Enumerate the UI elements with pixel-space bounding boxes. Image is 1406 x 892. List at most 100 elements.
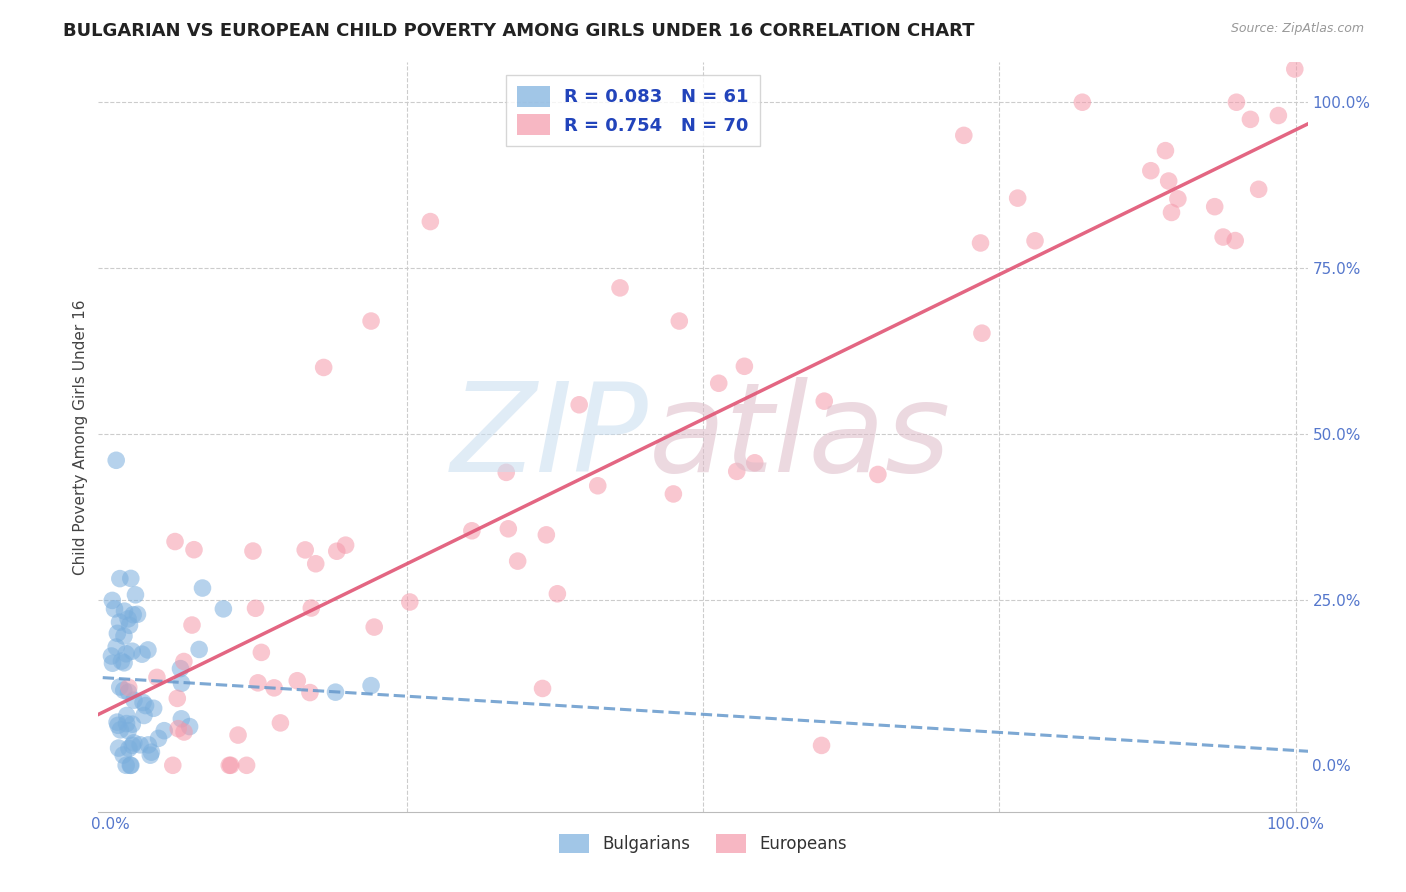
Point xyxy=(117,612,139,626)
Point xyxy=(138,738,160,752)
Point xyxy=(136,643,159,657)
Point xyxy=(1284,62,1306,76)
Point xyxy=(153,723,176,738)
Point xyxy=(285,673,308,688)
Point xyxy=(146,670,169,684)
Point xyxy=(117,685,139,699)
Point xyxy=(108,680,131,694)
Point xyxy=(1071,95,1094,110)
Point xyxy=(110,723,132,737)
Point xyxy=(263,681,285,695)
Point xyxy=(226,728,249,742)
Point xyxy=(169,662,191,676)
Text: Source: ZipAtlas.com: Source: ZipAtlas.com xyxy=(1230,22,1364,36)
Point xyxy=(269,715,291,730)
Point xyxy=(107,741,129,756)
Point xyxy=(1267,109,1289,123)
Point xyxy=(122,736,145,750)
Point xyxy=(506,554,529,568)
Point xyxy=(246,676,269,690)
Point xyxy=(744,456,766,470)
Point xyxy=(1239,112,1261,127)
Point xyxy=(1225,95,1247,110)
Point xyxy=(100,648,122,663)
Point xyxy=(419,214,441,228)
Point xyxy=(1247,182,1270,196)
Point xyxy=(360,314,382,328)
Point xyxy=(112,656,135,670)
Point xyxy=(107,718,129,732)
Point xyxy=(183,542,205,557)
Point xyxy=(117,723,139,738)
Point xyxy=(662,487,685,501)
Point xyxy=(101,657,124,671)
Point xyxy=(166,691,188,706)
Point xyxy=(118,618,141,632)
Point xyxy=(148,731,170,746)
Point xyxy=(668,314,690,328)
Y-axis label: Child Poverty Among Girls Under 16: Child Poverty Among Girls Under 16 xyxy=(73,300,89,574)
Point xyxy=(121,717,143,731)
Point xyxy=(1140,163,1163,178)
Point xyxy=(461,524,484,538)
Point xyxy=(707,376,730,391)
Point xyxy=(733,359,755,374)
Point xyxy=(218,758,240,772)
Point xyxy=(498,522,520,536)
Point xyxy=(970,326,993,341)
Point xyxy=(121,644,143,658)
Point xyxy=(952,128,974,143)
Point xyxy=(173,725,195,739)
Point xyxy=(1024,234,1046,248)
Point xyxy=(398,595,420,609)
Point xyxy=(115,647,138,661)
Point xyxy=(118,741,141,756)
Point xyxy=(132,696,155,710)
Point xyxy=(609,281,631,295)
Point xyxy=(105,715,128,730)
Point xyxy=(132,708,155,723)
Point xyxy=(170,712,193,726)
Point xyxy=(1154,144,1177,158)
Point xyxy=(120,758,142,772)
Point xyxy=(139,748,162,763)
Point xyxy=(1167,192,1189,206)
Point xyxy=(142,701,165,715)
Point xyxy=(173,655,195,669)
Point xyxy=(531,681,554,696)
Point xyxy=(363,620,385,634)
Point xyxy=(294,542,316,557)
Point xyxy=(115,716,138,731)
Text: atlas: atlas xyxy=(648,376,950,498)
Point xyxy=(112,683,135,698)
Point xyxy=(1007,191,1029,205)
Point xyxy=(112,747,135,762)
Point xyxy=(360,679,382,693)
Point xyxy=(326,544,349,558)
Point xyxy=(120,571,142,585)
Point xyxy=(546,587,568,601)
Point xyxy=(969,235,991,250)
Point xyxy=(110,654,132,668)
Point xyxy=(105,626,128,640)
Point xyxy=(495,466,517,480)
Point xyxy=(129,738,152,752)
Point xyxy=(127,607,149,622)
Text: BULGARIAN VS EUROPEAN CHILD POVERTY AMONG GIRLS UNDER 16 CORRELATION CHART: BULGARIAN VS EUROPEAN CHILD POVERTY AMON… xyxy=(63,22,974,40)
Point xyxy=(250,645,273,659)
Point xyxy=(167,722,190,736)
Point xyxy=(813,394,835,409)
Point xyxy=(1225,234,1247,248)
Point xyxy=(305,557,328,571)
Point xyxy=(112,629,135,643)
Point xyxy=(1204,200,1226,214)
Point xyxy=(325,685,347,699)
Point xyxy=(235,758,257,772)
Point xyxy=(568,398,591,412)
Point xyxy=(121,739,143,753)
Point xyxy=(725,464,748,478)
Point xyxy=(120,758,142,772)
Point xyxy=(141,745,163,759)
Point xyxy=(335,538,357,552)
Text: ZIP: ZIP xyxy=(451,376,648,498)
